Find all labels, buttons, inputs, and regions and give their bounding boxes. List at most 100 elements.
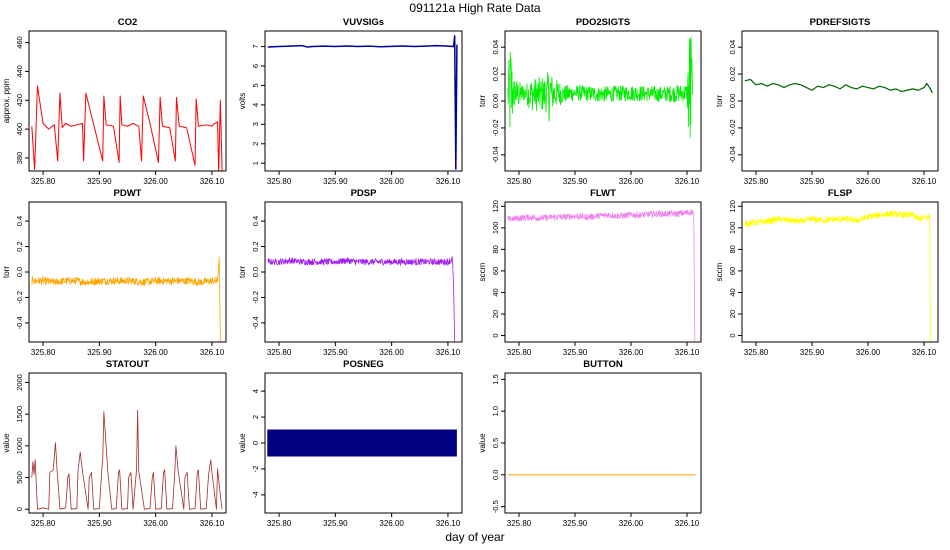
plot-frame-pdwt xyxy=(28,201,227,343)
series-pdo2sigts xyxy=(507,36,693,138)
y-axis-label-flwt: sccm xyxy=(478,262,487,281)
y-tick-label-posneg: -4 xyxy=(251,492,260,499)
y-tick-label-statout: 1000 xyxy=(15,438,24,455)
y-tick-label-pdrefsigts: -0.04 xyxy=(728,146,737,163)
x-tick-label-vuvsigs: 325.80 xyxy=(267,177,292,186)
x-tick-label-pdo2sigts: 325.80 xyxy=(507,177,532,186)
y-tick-label-pdsp: -0.2 xyxy=(251,291,260,304)
x-tick-label-co2: 326.00 xyxy=(143,177,168,186)
panel-flwt: FLWT sccm 325.80 325.90 326.00 326.10 0 20 40 60 8… xyxy=(478,188,702,357)
y-tick-label-vuvsigs: 3 xyxy=(251,122,260,126)
x-tick-label-pdrefsigts: 326.10 xyxy=(912,177,937,186)
y-tick-label-pdrefsigts: -0.02 xyxy=(728,119,737,136)
y-tick-label-button: 0.0 xyxy=(491,470,500,480)
x-tick-label-flsp: 325.90 xyxy=(800,348,825,357)
noise-trace-pdwt xyxy=(31,256,221,343)
y-axis-label-statout: value xyxy=(2,433,11,453)
x-tick-label-button: 326.10 xyxy=(675,519,700,528)
line-pdrefsigts xyxy=(744,78,933,94)
x-tick-label-button: 326.00 xyxy=(619,519,644,528)
y-tick-label-statout: 500 xyxy=(15,471,24,484)
line-pdwt xyxy=(31,256,221,343)
y-axis-label-posneg: value xyxy=(238,433,247,453)
line-co2 xyxy=(31,85,223,172)
y-tick-label-co2: 380 xyxy=(15,152,24,165)
series-posneg xyxy=(267,429,457,457)
y-tick-label-posneg: 4 xyxy=(251,389,260,393)
y-axis-label-pdo2sigts: torr xyxy=(478,95,487,107)
panel-title-flwt: FLWT xyxy=(590,188,616,199)
series-flsp xyxy=(744,209,932,343)
noise-trace-flwt xyxy=(507,209,696,341)
y-tick-label-pdsp: 0.2 xyxy=(251,241,260,251)
x-tick-label-posneg: 325.80 xyxy=(267,519,292,528)
panel-statout: STATOUT value 325.80 325.90 326.00 326.10 0 500… xyxy=(2,359,227,528)
y-tick-label-co2: 460 xyxy=(15,36,24,49)
panel-posneg: POSNEG value 325.80 325.90 326.00 326.10 -4 -2 0… xyxy=(238,359,463,528)
panel-vuvsigs: VUVSIGs volts 325.80 325.90 326.00 326.10 1 2 3 4… xyxy=(238,17,463,186)
panel-title-co2: CO2 xyxy=(118,17,138,28)
panel-flsp: FLSP sccm 325.80 325.90 326.00 326.10 0 20 40 60 8… xyxy=(715,188,939,357)
y-tick-label-pdrefsigts: 0.02 xyxy=(728,67,737,82)
y-tick-label-vuvsigs: 7 xyxy=(251,44,260,48)
line-pdsp xyxy=(267,255,456,343)
y-axis-label-vuvsigs: volts xyxy=(238,93,247,109)
x-tick-label-button: 325.90 xyxy=(563,519,588,528)
y-tick-label-flsp: 80 xyxy=(728,245,737,253)
x-tick-label-pdo2sigts: 326.00 xyxy=(619,177,644,186)
plot-frame-pdrefsigts xyxy=(741,30,939,172)
x-tick-label-pdsp: 326.10 xyxy=(436,348,461,357)
panel-pdwt: PDWT torr 325.80 325.90 326.00 326.10 -0.4 -0.2… xyxy=(2,188,227,357)
y-axis-label-pdsp: torr xyxy=(238,266,247,278)
x-tick-label-co2: 325.80 xyxy=(31,177,56,186)
x-tick-label-pdsp: 325.90 xyxy=(323,348,348,357)
x-tick-label-statout: 326.10 xyxy=(200,519,225,528)
y-tick-label-pdsp: 0.0 xyxy=(251,267,260,277)
panel-title-pdrefsigts: PDREFSIGTS xyxy=(810,17,871,28)
plot-frame-statout xyxy=(28,372,227,514)
y-tick-label-statout: 1500 xyxy=(15,406,24,423)
noise-trace-pdsp xyxy=(267,255,456,343)
y-tick-label-flwt: 0 xyxy=(491,333,500,337)
y-tick-label-posneg: 0 xyxy=(251,441,260,445)
line-vuvsigs xyxy=(267,35,458,170)
panel-button: BUTTON value 325.80 325.90 326.00 326.10 -0.5 0… xyxy=(478,359,702,528)
y-tick-label-flwt: 80 xyxy=(491,245,500,253)
y-tick-label-flsp: 100 xyxy=(728,222,737,235)
y-tick-label-flsp: 20 xyxy=(728,310,737,318)
y-tick-label-pdrefsigts: 0.04 xyxy=(728,40,737,55)
y-tick-label-flwt: 40 xyxy=(491,288,500,296)
series-pdwt xyxy=(31,256,221,343)
panel-title-pdwt: PDWT xyxy=(114,188,142,199)
x-tick-label-pdwt: 326.00 xyxy=(143,348,168,357)
y-tick-label-pdo2sigts: -0.04 xyxy=(491,146,500,163)
x-tick-label-statout: 325.90 xyxy=(87,519,112,528)
y-tick-label-posneg: -2 xyxy=(251,466,260,473)
y-tick-label-vuvsigs: 1 xyxy=(251,161,260,165)
x-tick-label-pdwt: 325.80 xyxy=(31,348,56,357)
y-tick-label-co2: 400 xyxy=(15,123,24,136)
panel-pdrefsigts: PDREFSIGTS torr 325.80 325.90 326.00 326.10 -0… xyxy=(715,17,939,186)
x-tick-label-pdsp: 326.00 xyxy=(379,348,404,357)
x-tick-label-flwt: 325.80 xyxy=(507,348,532,357)
x-tick-label-co2: 326.10 xyxy=(200,177,225,186)
x-tick-label-flwt: 326.10 xyxy=(675,348,700,357)
y-tick-label-pdwt: 0.0 xyxy=(15,267,24,277)
y-tick-label-pdwt: 0.4 xyxy=(15,216,24,226)
x-tick-label-flsp: 326.10 xyxy=(912,348,937,357)
page-title: 091121a High Rate Data xyxy=(409,1,541,15)
y-tick-label-vuvsigs: 4 xyxy=(251,103,260,107)
x-tick-label-flwt: 325.90 xyxy=(563,348,588,357)
panel-title-vuvsigs: VUVSIGs xyxy=(343,17,384,28)
series-pdsp xyxy=(267,255,456,343)
y-tick-label-posneg: 2 xyxy=(251,415,260,419)
x-tick-label-pdrefsigts: 325.80 xyxy=(744,177,769,186)
y-tick-label-pdwt: -0.4 xyxy=(15,316,24,329)
x-tick-label-posneg: 326.10 xyxy=(436,519,461,528)
y-tick-label-pdwt: -0.2 xyxy=(15,291,24,304)
x-tick-label-flsp: 326.00 xyxy=(856,348,881,357)
x-tick-label-pdo2sigts: 325.90 xyxy=(563,177,588,186)
y-tick-label-vuvsigs: 5 xyxy=(251,83,260,87)
x-tick-label-pdrefsigts: 326.00 xyxy=(856,177,881,186)
y-tick-label-flsp: 120 xyxy=(728,200,737,213)
